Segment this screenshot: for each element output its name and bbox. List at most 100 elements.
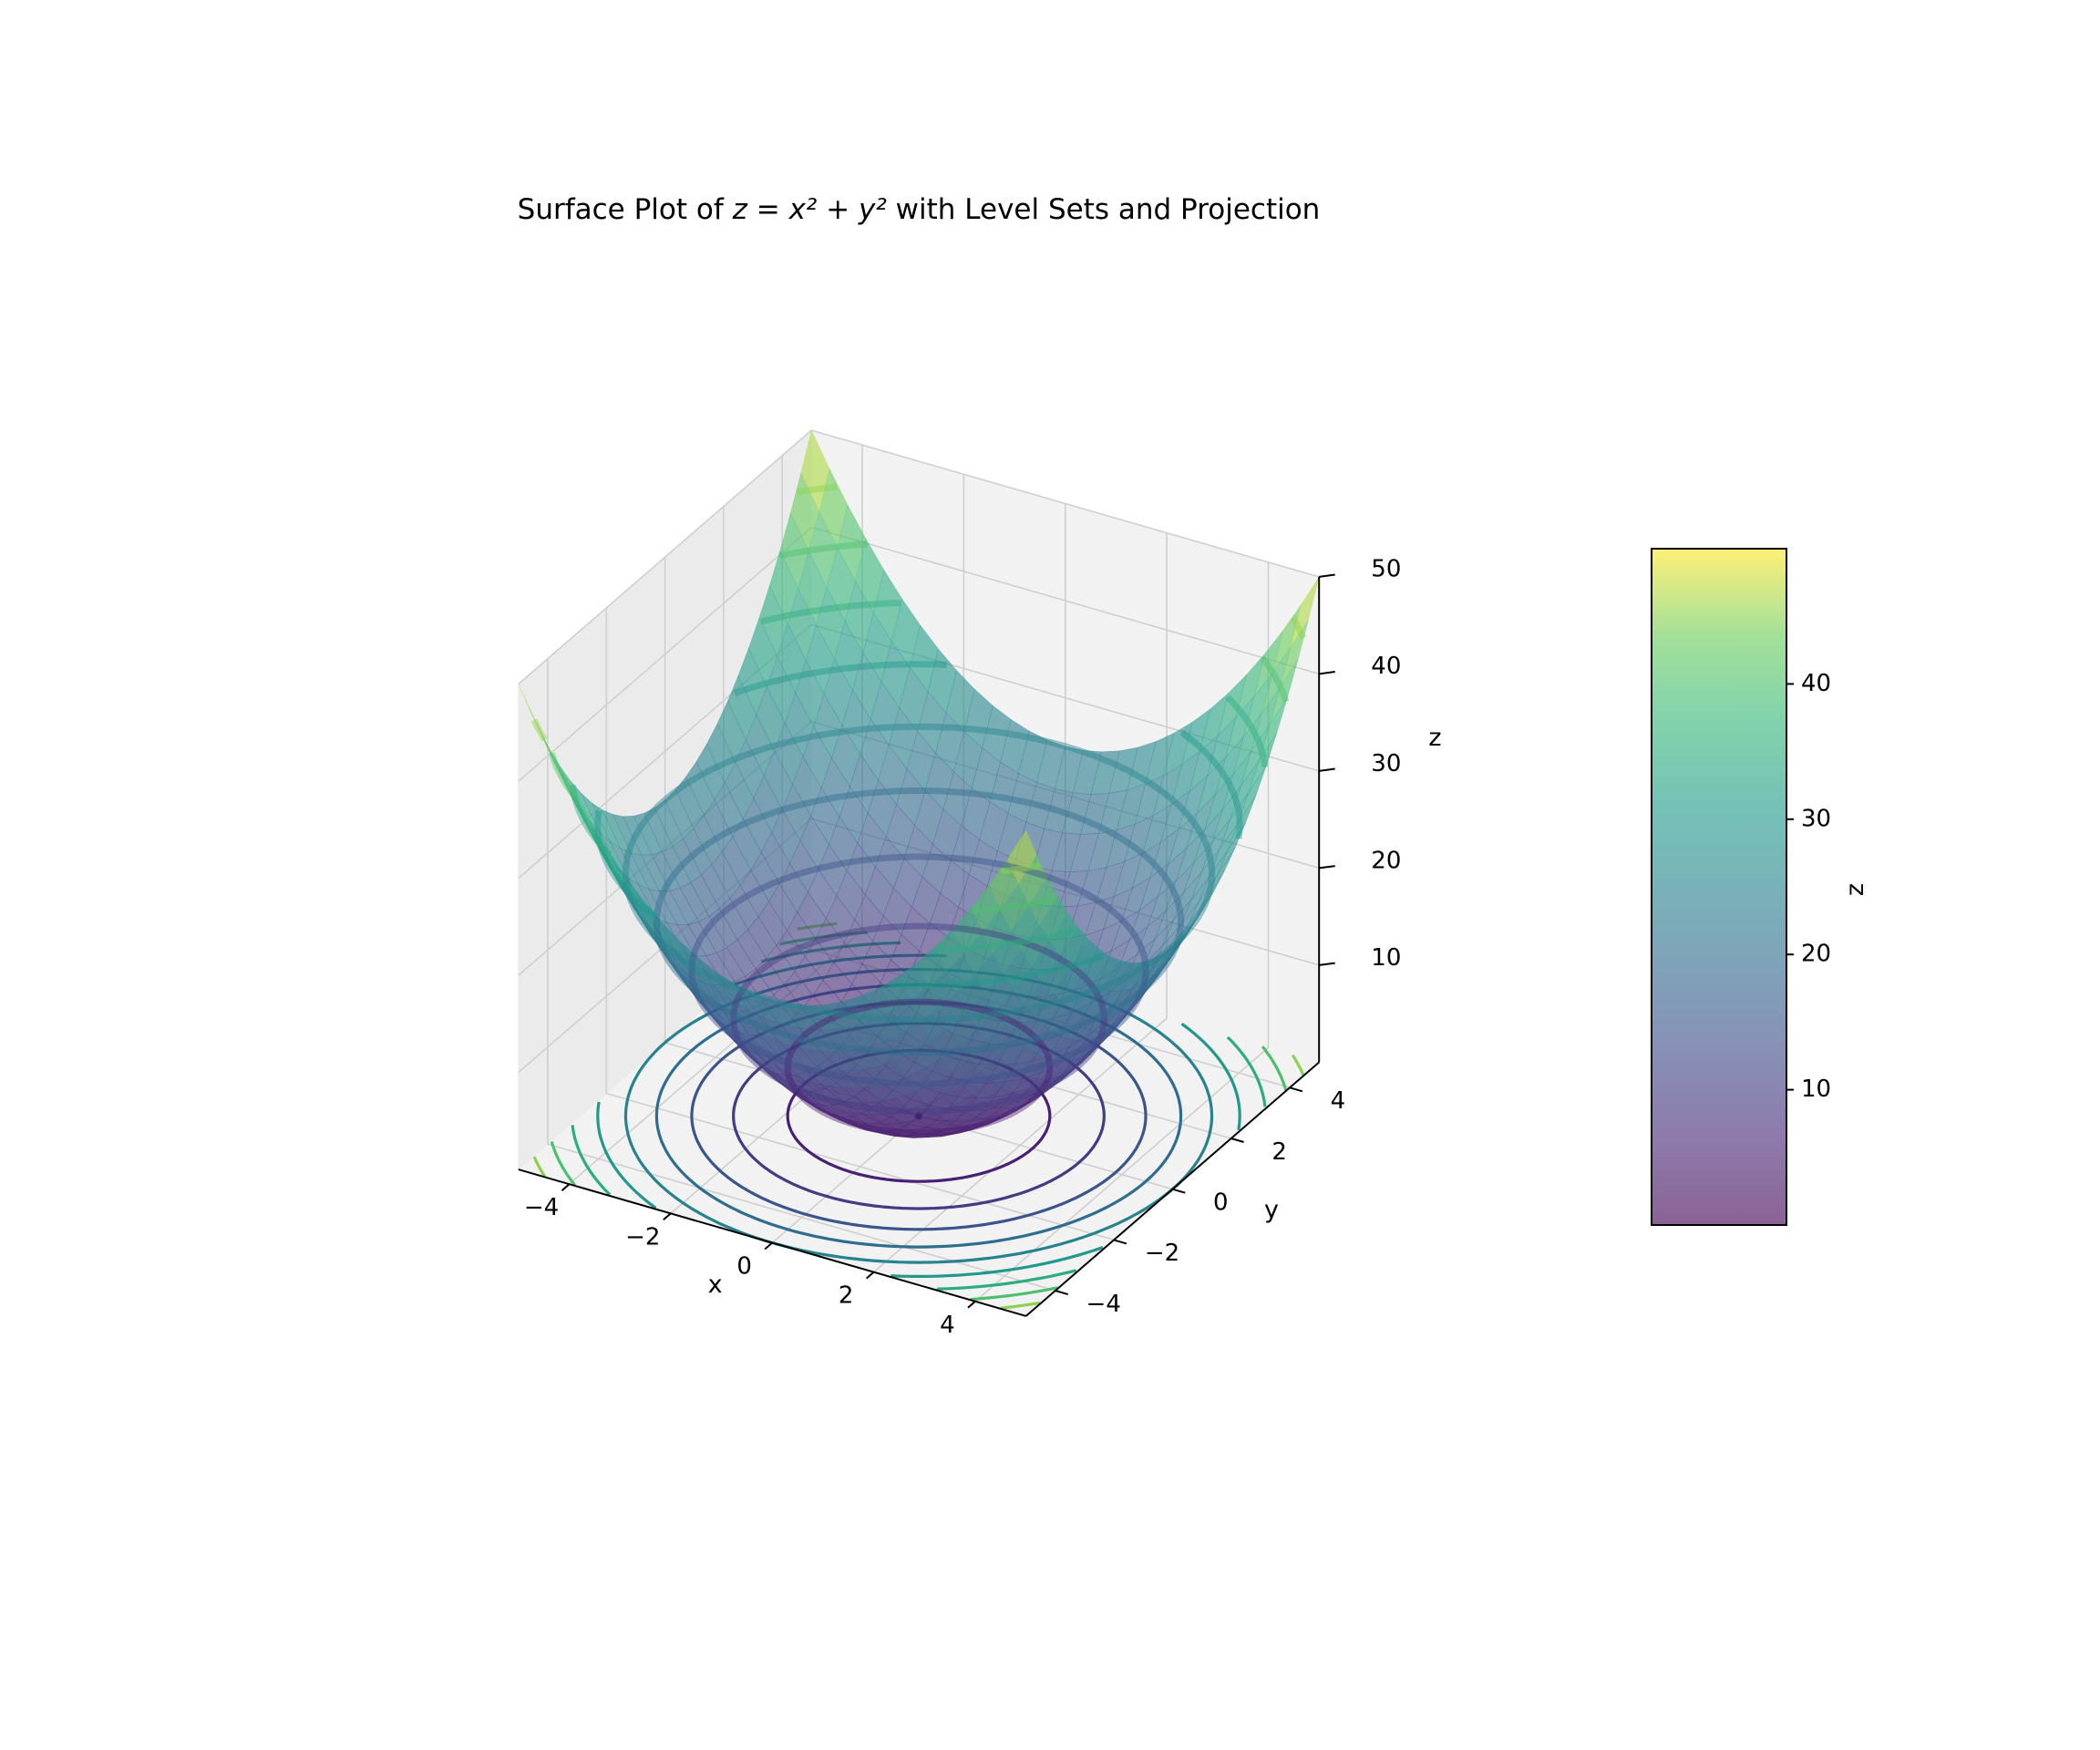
contour-line — [1000, 1301, 1041, 1310]
surface-facet — [679, 881, 710, 922]
contour-line — [571, 1125, 612, 1196]
colorbar-gradient — [1651, 548, 1787, 1226]
level-set — [688, 853, 1149, 1087]
level-set — [970, 896, 1058, 915]
surface-facet — [693, 815, 723, 866]
level-set — [760, 600, 901, 625]
surface-facet — [746, 714, 776, 777]
y-gridline — [605, 608, 1115, 1241]
surface-facet — [818, 468, 849, 549]
x-tick — [764, 1241, 773, 1251]
surface-facet — [1091, 955, 1121, 990]
surface-facet — [1070, 939, 1100, 978]
chart-title: Surface Plot of z = x² + y² with Level S… — [518, 193, 1321, 226]
level-set — [797, 483, 838, 496]
surface-facet — [855, 538, 885, 613]
y-tick-label: 4 — [1331, 1087, 1346, 1115]
level-set — [1179, 729, 1243, 839]
surface-facet — [536, 722, 566, 784]
surface-facet — [582, 817, 612, 870]
surface-facet — [890, 598, 921, 669]
x-tick — [865, 1271, 875, 1280]
level-set — [1225, 695, 1269, 767]
surface-facet — [612, 870, 641, 919]
y-tick — [1172, 1188, 1186, 1194]
x-tick-label: 4 — [940, 1312, 955, 1339]
surface-facet — [837, 504, 867, 582]
surface-facet — [760, 831, 790, 885]
surface-facet — [564, 783, 594, 839]
surface-facet — [829, 816, 859, 871]
contour-line — [732, 1021, 1106, 1210]
surface-facet — [763, 749, 793, 810]
surface-facet — [849, 753, 880, 814]
level-set — [548, 752, 578, 799]
y-tick-label: 0 — [1213, 1189, 1229, 1216]
surface-facet — [758, 584, 788, 658]
y-tick-label: 2 — [1271, 1138, 1287, 1166]
colorbar-tick-label: 10 — [1801, 1076, 1831, 1103]
y-tick-label: −4 — [1086, 1291, 1121, 1318]
x-axis-label: x — [708, 1271, 723, 1299]
colorbar-tick-label: 40 — [1801, 670, 1831, 697]
surface-mesh — [518, 429, 1320, 1138]
contour-line — [1180, 1022, 1241, 1130]
surface-facet — [1038, 895, 1068, 942]
x-gridline — [873, 532, 1168, 1273]
y-tick — [1113, 1239, 1127, 1245]
surface-facet — [714, 781, 744, 838]
surface-facet — [683, 828, 713, 876]
y-tick-label: −2 — [1145, 1240, 1179, 1267]
colorbar-tick-label: 30 — [1801, 805, 1831, 832]
level-set — [1260, 655, 1290, 703]
surface-facet — [518, 684, 548, 747]
surface-facet — [572, 792, 602, 849]
z-tick-label: 30 — [1371, 750, 1401, 777]
level-set — [890, 952, 1105, 989]
level-set — [623, 723, 1215, 1024]
colorbar: 10 20 30 40 z — [1651, 548, 1869, 1226]
level-set — [569, 784, 612, 858]
surface-facet — [797, 891, 827, 940]
surface-facet — [800, 429, 830, 513]
surface-facet — [1049, 912, 1079, 957]
surface-facet — [1007, 829, 1037, 884]
axes-3d: −4 −2 0 2 4 −4 −2 0 2 4 10 20 30 40 50 — [518, 556, 1401, 1339]
level-set — [594, 809, 658, 920]
surface-facet — [1175, 908, 1205, 952]
contour-line — [623, 967, 1214, 1264]
surface-facet — [1143, 946, 1173, 983]
surface-facet — [626, 879, 656, 928]
colorbar-ticks: 10 20 30 40 — [1786, 670, 1831, 1103]
surface-facet — [735, 738, 765, 799]
x-tick — [663, 1212, 672, 1221]
z-axis-label: z — [1428, 724, 1441, 752]
surface-facet — [784, 692, 814, 757]
surface-facet — [808, 869, 838, 920]
colorbar-label: z — [1841, 883, 1869, 896]
surface-facet — [612, 813, 643, 856]
surface-facet — [737, 647, 767, 715]
surface-facet — [1112, 962, 1142, 992]
surface-facet — [704, 799, 734, 852]
contour-line — [1226, 1035, 1267, 1107]
surface-facet — [873, 569, 903, 643]
y-tick — [1230, 1138, 1244, 1143]
surface-facet — [1132, 953, 1163, 989]
surface-facet — [748, 617, 778, 688]
x-tick-label: 2 — [839, 1282, 854, 1310]
surface-facet — [774, 722, 804, 786]
surface-facet — [795, 659, 825, 727]
surface-facet — [750, 851, 780, 902]
surface-facet — [609, 852, 638, 904]
surface-facet — [1164, 922, 1194, 965]
surface-facet — [637, 902, 667, 950]
surface-facet — [818, 843, 848, 897]
contour-line — [1291, 1054, 1305, 1076]
z-tick — [1319, 865, 1335, 870]
level-set — [653, 788, 1185, 1056]
z-tick-label: 50 — [1371, 556, 1401, 583]
level-set — [730, 922, 1107, 1115]
contour-line — [532, 1156, 547, 1178]
